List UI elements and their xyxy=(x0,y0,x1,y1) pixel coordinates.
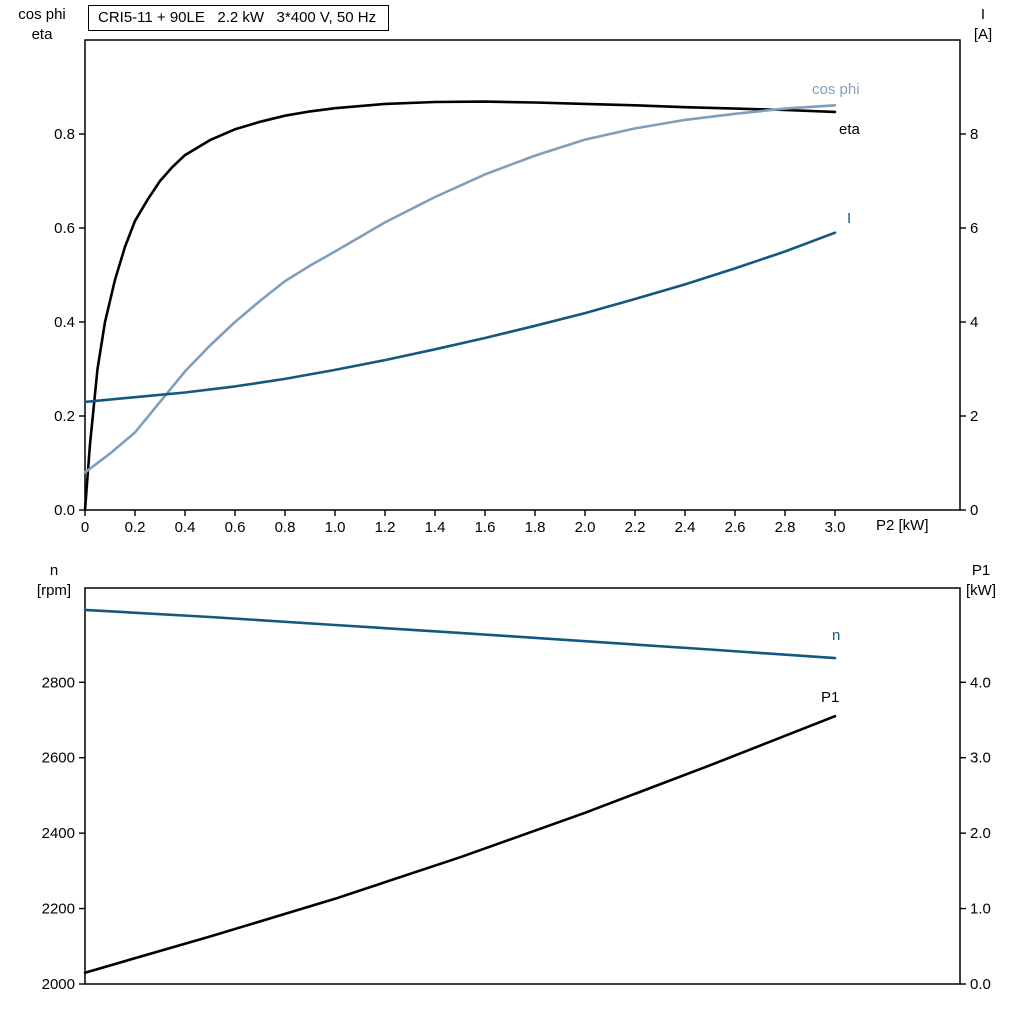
top-right-axis-title-line1: I xyxy=(980,6,986,23)
right-axis-tick-label: 6 xyxy=(970,220,978,237)
left-axis-tick-label: 0.0 xyxy=(54,502,75,519)
x-axis-tick-label: 1.6 xyxy=(475,519,496,536)
chart-title-box: CRI5-11 + 90LE 2.2 kW 3*400 V, 50 Hz xyxy=(88,5,390,31)
x-axis-tick-label: 0 xyxy=(81,519,89,536)
right-axis-tick-label: 4.0 xyxy=(970,674,991,691)
bottom-left-axis-title-line1: n xyxy=(49,562,59,579)
bottom-right-axis-title-line1: P1 xyxy=(971,562,991,579)
x-axis-label: P2 [kW] xyxy=(876,517,929,534)
x-axis-tick-label: 3.0 xyxy=(825,519,846,536)
right-axis-tick-label: 2 xyxy=(970,408,978,425)
top-right-axis-title-line2: [A] xyxy=(973,26,993,43)
left-axis-tick-label: 0.6 xyxy=(54,220,75,237)
left-axis-tick-label: 2200 xyxy=(42,901,75,918)
curve-label-speed: n xyxy=(832,627,841,644)
bottom-left-axis-title: n [rpm] xyxy=(19,561,89,601)
right-axis-tick-label: 1.0 xyxy=(970,901,991,918)
x-axis-tick-label: 2.4 xyxy=(675,519,696,536)
x-axis-tick-label: 2.6 xyxy=(725,519,746,536)
top-left-axis-title-line2: eta xyxy=(31,26,53,43)
bottom-right-axis-title: P1 [kW] xyxy=(946,561,1016,601)
left-axis-tick-label: 0.2 xyxy=(54,408,75,425)
left-axis-tick-label: 2400 xyxy=(42,825,75,842)
right-axis-tick-label: 8 xyxy=(970,126,978,143)
series-eta-curve xyxy=(83,100,837,512)
series-cos-phi-curve xyxy=(83,104,837,474)
x-axis-tick-label: 1.0 xyxy=(325,519,346,536)
bottom-chart: 2000 2200 2400 2600 2800 0.0 1.0 2.0 3.0 4.0 xyxy=(42,587,991,993)
left-axis-tick-label: 2000 xyxy=(42,976,75,993)
series-n-curve xyxy=(83,608,837,660)
curve-label-eta: eta xyxy=(839,121,860,138)
x-axis-tick-label: 0.2 xyxy=(125,519,146,536)
x-axis-tick-label: 0.8 xyxy=(275,519,296,536)
x-axis-tick-label: 1.4 xyxy=(425,519,446,536)
x-axis-tick-label: 0.4 xyxy=(175,519,196,536)
plot-frame xyxy=(84,39,961,511)
right-axis-tick-label: 3.0 xyxy=(970,750,991,767)
top-left-axis-title: cos phi eta xyxy=(6,5,78,45)
curve-label-cos-phi: cos phi xyxy=(812,81,860,98)
top-left-axis-title-line1: cos phi xyxy=(18,6,66,23)
left-axis-tick-label: 0.4 xyxy=(54,314,75,331)
left-axis-tick-label: 0.8 xyxy=(54,126,75,143)
curve-label-current: I xyxy=(847,210,852,227)
right-axis-tick-label: 2.0 xyxy=(970,825,991,842)
curve-label-p1: P1 xyxy=(821,689,840,706)
x-axis-tick-label: 1.2 xyxy=(375,519,396,536)
top-right-axis-title: I [A] xyxy=(951,5,1015,45)
series-P1-curve xyxy=(83,714,837,974)
left-axis-tick-label: 2600 xyxy=(42,750,75,767)
bottom-left-axis-title-line2: [rpm] xyxy=(36,582,72,599)
x-axis-tick-label: 2.0 xyxy=(575,519,596,536)
plot-frame xyxy=(84,587,961,985)
left-axis-tick-label: 2800 xyxy=(42,674,75,691)
top-chart: 0.0 0.2 0.4 0.6 0.8 0 2 4 6 8 0 0.2 0.4 0.6 0.8 1.0 1.2 1… xyxy=(54,39,978,536)
right-axis-tick-label: 0 xyxy=(970,502,978,519)
right-axis-tick-label: 0.0 xyxy=(970,976,991,993)
x-axis-tick-label: 1.8 xyxy=(525,519,546,536)
right-axis-tick-label: 4 xyxy=(970,314,978,331)
bottom-right-axis-title-line2: [kW] xyxy=(966,582,996,599)
series-I-curve xyxy=(83,231,837,404)
x-axis-tick-label: 2.8 xyxy=(775,519,796,536)
x-axis-tick-label: 2.2 xyxy=(625,519,646,536)
x-axis-tick-label: 0.6 xyxy=(225,519,246,536)
